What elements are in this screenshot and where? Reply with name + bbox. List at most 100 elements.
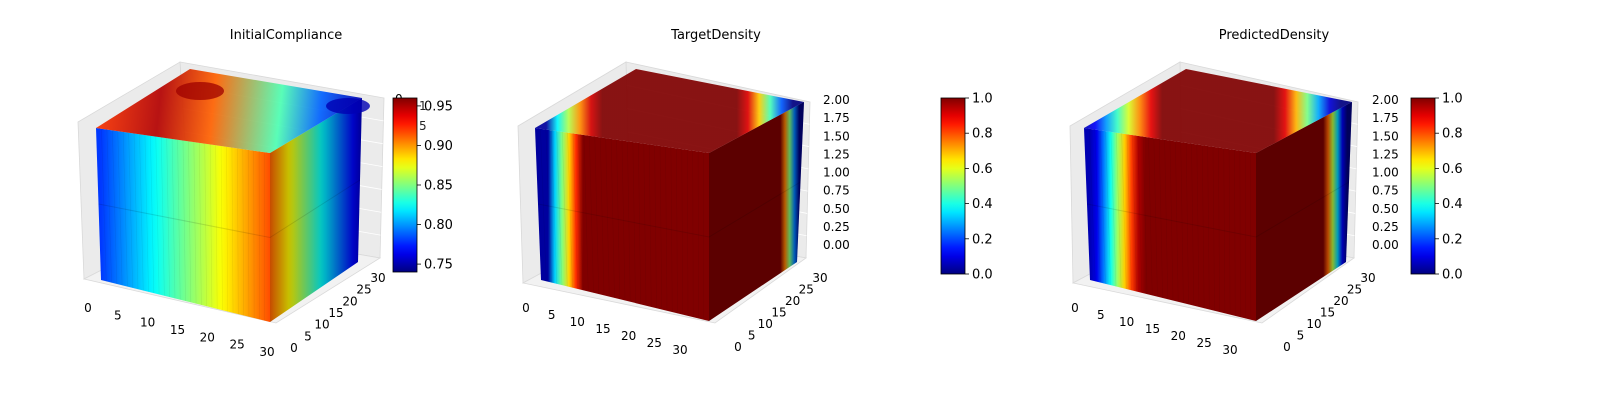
side-face-shade	[709, 102, 804, 321]
voxel-edge	[1089, 128, 1096, 282]
voxel-edge	[551, 130, 558, 284]
voxel-edge	[627, 141, 631, 302]
panel-title: InitialCompliance	[230, 28, 343, 43]
y-tick-label: 30	[812, 271, 827, 285]
colorbar-gradient	[940, 97, 966, 275]
colorbar-gradient	[392, 97, 418, 273]
front-face	[96, 128, 270, 322]
voxel-edge	[171, 138, 176, 299]
x-tick-label: 20	[1171, 329, 1186, 343]
voxel-edge	[112, 130, 118, 284]
voxel-edge	[1201, 145, 1205, 309]
voxel-edge	[1191, 143, 1195, 306]
voxel-edge	[1153, 138, 1158, 297]
y-tick-label: 15	[328, 306, 343, 320]
voxel-edge	[1110, 131, 1117, 287]
voxel-edge	[561, 131, 568, 287]
voxel-edge	[583, 135, 589, 292]
voxel-edge	[1185, 142, 1189, 305]
y-tick-label: 20	[785, 294, 800, 308]
z-tick-label: 0.25	[823, 220, 850, 234]
colorbar-tick-label: 0.2	[1442, 232, 1463, 247]
z-tick-label: 1.00	[1372, 166, 1399, 180]
voxel-edge	[665, 146, 668, 311]
voxel-edge	[1142, 136, 1148, 295]
y-tick-label: 15	[771, 306, 786, 320]
voxel-edge	[621, 140, 626, 301]
x-tick-labels: 0 5 10 15 20 25 30	[84, 301, 274, 359]
voxel-edge	[1234, 149, 1236, 316]
voxel-edge	[540, 128, 547, 282]
colorbar-tick-label: 1.0	[1442, 92, 1463, 107]
hot-spot	[176, 82, 224, 100]
voxel-edge	[1099, 130, 1106, 284]
x-tick-label: 0	[1071, 301, 1079, 315]
voxel-edge	[237, 148, 239, 315]
y-tick-label: 25	[799, 283, 814, 297]
voxel-edge	[133, 133, 139, 290]
side-face-shade	[270, 98, 362, 322]
colorbar-tick-label: 0.75	[424, 258, 453, 273]
z-tick-label: 1.50	[823, 129, 850, 143]
voxel-edge	[1126, 134, 1132, 291]
z-tick-label: 1.00	[823, 166, 850, 180]
voxel-edge	[106, 129, 112, 283]
voxel-edge	[578, 134, 584, 291]
colorbar-tick-label: 0.85	[424, 179, 453, 194]
colorbar-tick-label: 0.0	[1442, 268, 1463, 283]
z-tick-labels: 0.00 0.25 0.50 0.75 1.00 1.25 1.50 1.75 2.00	[1372, 93, 1399, 252]
colorbar-tick-label: 0.95	[424, 99, 453, 114]
z-tick-label: 1.50	[1372, 129, 1399, 143]
overlapping-z-tick-label: 1	[419, 99, 427, 113]
x-tick-label: 15	[1145, 322, 1160, 336]
top-face	[96, 69, 362, 153]
colorbar-tick-label: 0.0	[972, 268, 993, 283]
voxel-edge	[616, 139, 621, 300]
z-tick-label: 0.25	[1372, 220, 1399, 234]
voxel-edge	[122, 131, 128, 287]
x-tick-label: 5	[548, 308, 556, 322]
voxel-edge	[654, 145, 657, 309]
voxel-edge	[160, 137, 165, 296]
front-face	[535, 128, 709, 321]
side-face-shade	[1256, 102, 1352, 321]
voxel-edge	[177, 139, 181, 300]
side-face	[709, 102, 804, 321]
voxel-edge	[1196, 144, 1200, 307]
x-tick-label: 20	[200, 330, 215, 344]
voxel-edge	[545, 129, 552, 283]
voxel-edge	[242, 149, 244, 316]
voxel-edge	[686, 149, 689, 316]
x-tick-label: 25	[647, 336, 662, 350]
x-tick-label: 25	[1197, 336, 1212, 350]
x-tick-label: 30	[259, 345, 274, 359]
voxel-edge	[1121, 133, 1127, 289]
voxel-edge	[155, 136, 160, 295]
colorbar: 0.0 0.2 0.4 0.6 0.8 1.0	[1410, 92, 1463, 283]
voxel-edge	[220, 145, 223, 311]
overlapping-z-tick-label: 5	[419, 119, 427, 133]
voxel-edge	[572, 133, 579, 289]
voxel-edge	[632, 142, 636, 304]
colorbar-tick-label: 0.4	[1442, 197, 1463, 212]
voxel-edge	[670, 147, 673, 313]
voxel-edge	[599, 137, 605, 296]
voxel-cube	[96, 69, 370, 322]
z-tick-label: 0.50	[823, 202, 850, 216]
top-face	[535, 69, 804, 153]
voxel-edge	[1212, 146, 1215, 311]
colorbar-tick-label: 0.4	[972, 197, 993, 212]
x-tick-label: 15	[170, 323, 185, 337]
y-tick-label: 5	[1297, 329, 1305, 343]
voxel-edge	[215, 145, 218, 309]
voxel-edge	[1132, 135, 1137, 292]
voxel-edge	[193, 142, 197, 304]
x-tick-label: 20	[621, 329, 636, 343]
colorbar-tick-label: 0.2	[972, 232, 993, 247]
z-tick-label: 2.00	[1372, 93, 1399, 107]
y-tick-label: 15	[1320, 306, 1335, 320]
colorbar-tick-label: 0.8	[1442, 127, 1463, 142]
layer-seam	[537, 181, 801, 238]
